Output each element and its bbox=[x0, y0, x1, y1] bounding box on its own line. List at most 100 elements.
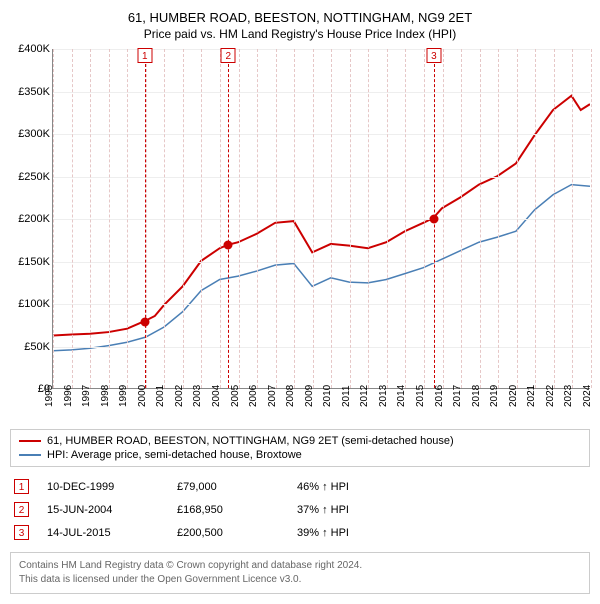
x-tick-label: 1995 bbox=[44, 385, 55, 407]
x-tick-label: 1996 bbox=[62, 385, 73, 407]
y-tick-label: £250K bbox=[18, 171, 50, 183]
transaction-delta: 39% ↑ HPI bbox=[297, 527, 349, 539]
grid-line-h bbox=[53, 92, 590, 93]
grid-line-v bbox=[239, 49, 240, 388]
marker-box: 3 bbox=[426, 48, 441, 63]
grid-line-v bbox=[517, 49, 518, 388]
x-tick-label: 2023 bbox=[563, 385, 574, 407]
grid-line-v bbox=[350, 49, 351, 388]
x-axis: 1995199619971998199920002001200220032004… bbox=[52, 389, 590, 419]
grid-line-v bbox=[331, 49, 332, 388]
grid-line-h bbox=[53, 134, 590, 135]
grid-line-h bbox=[53, 49, 590, 50]
grid-line-v bbox=[257, 49, 258, 388]
grid-line-v bbox=[424, 49, 425, 388]
marker-line bbox=[228, 49, 229, 388]
grid-line-v bbox=[164, 49, 165, 388]
chart-container: 61, HUMBER ROAD, BEESTON, NOTTINGHAM, NG… bbox=[10, 10, 590, 594]
x-tick-label: 2007 bbox=[266, 385, 277, 407]
transaction-date: 10-DEC-1999 bbox=[47, 481, 177, 493]
x-tick-label: 2002 bbox=[174, 385, 185, 407]
marker-dot bbox=[224, 241, 233, 250]
grid-line-v bbox=[591, 49, 592, 388]
y-axis: £0£50K£100K£150K£200K£250K£300K£350K£400… bbox=[10, 49, 52, 389]
grid-line-v bbox=[146, 49, 147, 388]
x-tick-label: 2004 bbox=[211, 385, 222, 407]
y-tick-label: £300K bbox=[18, 128, 50, 140]
x-tick-label: 2019 bbox=[489, 385, 500, 407]
grid-line-v bbox=[294, 49, 295, 388]
transaction-row: 1 10-DEC-1999£79,00046% ↑ HPI bbox=[10, 475, 590, 498]
transaction-row: 215-JUN-2004£168,95037% ↑ HPI bbox=[10, 498, 590, 521]
grid-line-v bbox=[405, 49, 406, 388]
legend-swatch bbox=[19, 440, 41, 442]
grid-line-h bbox=[53, 262, 590, 263]
transaction-row: 3 14-JUL-2015£200,50039% ↑ HPI bbox=[10, 521, 590, 544]
chart-title: 61, HUMBER ROAD, BEESTON, NOTTINGHAM, NG… bbox=[10, 10, 590, 25]
legend-swatch bbox=[19, 454, 41, 456]
grid-line-v bbox=[276, 49, 277, 388]
y-tick-label: £400K bbox=[18, 43, 50, 55]
series-price_paid bbox=[53, 96, 590, 336]
grid-line-v bbox=[572, 49, 573, 388]
y-tick-label: £100K bbox=[18, 298, 50, 310]
transaction-price: £168,950 bbox=[177, 504, 297, 516]
transaction-price: £200,500 bbox=[177, 527, 297, 539]
x-tick-label: 2024 bbox=[582, 385, 593, 407]
transaction-price: £79,000 bbox=[177, 481, 297, 493]
grid-line-v bbox=[109, 49, 110, 388]
transaction-date: 14-JUL-2015 bbox=[47, 527, 177, 539]
grid-line-h bbox=[53, 304, 590, 305]
x-tick-label: 2021 bbox=[526, 385, 537, 407]
footer-line-1: Contains HM Land Registry data © Crown c… bbox=[19, 559, 581, 573]
x-tick-label: 2010 bbox=[322, 385, 333, 407]
x-tick-label: 2001 bbox=[155, 385, 166, 407]
x-tick-label: 2014 bbox=[396, 385, 407, 407]
grid-line-v bbox=[313, 49, 314, 388]
x-tick-label: 2017 bbox=[452, 385, 463, 407]
legend-label: 61, HUMBER ROAD, BEESTON, NOTTINGHAM, NG… bbox=[47, 435, 454, 447]
transaction-delta: 37% ↑ HPI bbox=[297, 504, 349, 516]
x-tick-label: 2022 bbox=[545, 385, 556, 407]
plot-wrap: £0£50K£100K£150K£200K£250K£300K£350K£400… bbox=[10, 49, 590, 419]
transaction-index: 2 bbox=[14, 502, 29, 517]
chart-subtitle: Price paid vs. HM Land Registry's House … bbox=[10, 27, 590, 41]
grid-line-h bbox=[53, 347, 590, 348]
grid-line-v bbox=[127, 49, 128, 388]
x-tick-label: 2005 bbox=[229, 385, 240, 407]
x-tick-label: 2000 bbox=[137, 385, 148, 407]
grid-line-h bbox=[53, 177, 590, 178]
x-tick-label: 2012 bbox=[359, 385, 370, 407]
grid-line-v bbox=[443, 49, 444, 388]
transaction-index: 3 bbox=[14, 525, 29, 540]
plot-area: 1 2 3 bbox=[52, 49, 590, 389]
x-tick-label: 2018 bbox=[471, 385, 482, 407]
legend-label: HPI: Average price, semi-detached house,… bbox=[47, 449, 302, 461]
grid-line-v bbox=[498, 49, 499, 388]
x-tick-label: 2008 bbox=[285, 385, 296, 407]
x-tick-label: 1998 bbox=[100, 385, 111, 407]
x-tick-label: 1999 bbox=[118, 385, 129, 407]
marker-box: 2 bbox=[221, 48, 236, 63]
grid-line-v bbox=[90, 49, 91, 388]
grid-line-v bbox=[220, 49, 221, 388]
grid-line-v bbox=[53, 49, 54, 388]
transaction-delta: 46% ↑ HPI bbox=[297, 481, 349, 493]
x-tick-label: 2020 bbox=[508, 385, 519, 407]
marker-dot bbox=[429, 214, 438, 223]
y-tick-label: £200K bbox=[18, 213, 50, 225]
marker-box: 1 bbox=[137, 48, 152, 63]
title-block: 61, HUMBER ROAD, BEESTON, NOTTINGHAM, NG… bbox=[10, 10, 590, 41]
y-tick-label: £50K bbox=[24, 341, 50, 353]
x-tick-label: 2006 bbox=[248, 385, 259, 407]
legend-row: HPI: Average price, semi-detached house,… bbox=[19, 448, 581, 462]
x-tick-label: 2013 bbox=[378, 385, 389, 407]
legend: 61, HUMBER ROAD, BEESTON, NOTTINGHAM, NG… bbox=[10, 429, 590, 467]
footer: Contains HM Land Registry data © Crown c… bbox=[10, 552, 590, 594]
transaction-index: 1 bbox=[14, 479, 29, 494]
x-tick-label: 2015 bbox=[415, 385, 426, 407]
footer-line-2: This data is licensed under the Open Gov… bbox=[19, 573, 581, 587]
x-tick-label: 2016 bbox=[433, 385, 444, 407]
marker-line bbox=[145, 49, 146, 388]
grid-line-v bbox=[72, 49, 73, 388]
